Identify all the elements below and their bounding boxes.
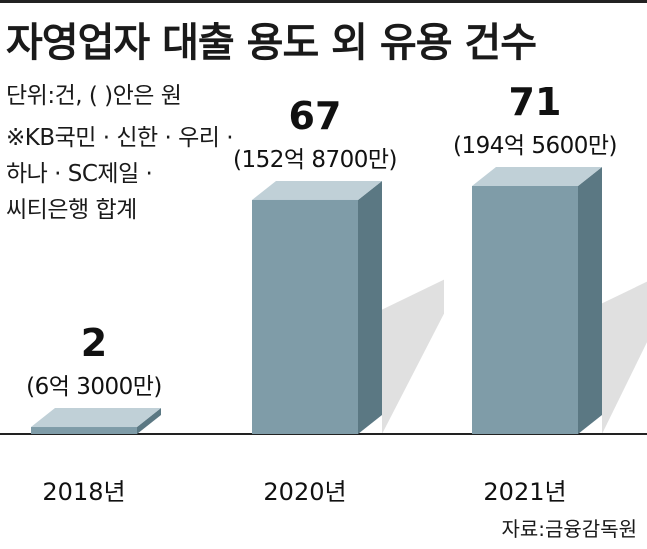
top-rule bbox=[0, 0, 647, 3]
bar-top bbox=[252, 180, 382, 200]
value-label: 71 bbox=[509, 80, 562, 124]
bar-side bbox=[578, 167, 602, 434]
bar-shadow bbox=[602, 281, 647, 434]
bar-front bbox=[31, 427, 137, 434]
bar-shadow bbox=[382, 279, 444, 434]
bar-2020년 bbox=[252, 180, 382, 434]
bar-top bbox=[472, 167, 602, 186]
bar-front bbox=[252, 199, 358, 434]
bar-side bbox=[358, 180, 382, 434]
amount-label: (6억 3000만) bbox=[26, 374, 162, 400]
chart-title: 자영업자 대출 용도 외 유용 건수 bbox=[6, 20, 537, 66]
bank-note-line: ※KB국민 · 신한 · 우리 · bbox=[6, 125, 234, 151]
unit-note: 단위:건, ( )안은 원 bbox=[6, 83, 182, 109]
category-label: 2021년 bbox=[483, 478, 566, 506]
bar-top bbox=[31, 408, 161, 428]
category-label: 2018년 bbox=[42, 478, 125, 506]
bar-front bbox=[472, 186, 578, 434]
amount-label: (194억 5600만) bbox=[453, 133, 617, 159]
bank-note-line: 하나 · SC제일 · bbox=[6, 161, 153, 187]
value-label: 2 bbox=[81, 321, 107, 365]
value-label: 67 bbox=[289, 94, 342, 138]
bar-2018년 bbox=[31, 408, 161, 434]
amount-label: (152억 8700만) bbox=[233, 147, 397, 173]
bar-side bbox=[137, 408, 161, 434]
source-note: 자료:금융감독원 bbox=[501, 517, 637, 541]
bank-note-line: 씨티은행 합계 bbox=[6, 197, 137, 223]
bar-2021년 bbox=[472, 167, 602, 434]
category-label: 2020년 bbox=[263, 478, 346, 506]
